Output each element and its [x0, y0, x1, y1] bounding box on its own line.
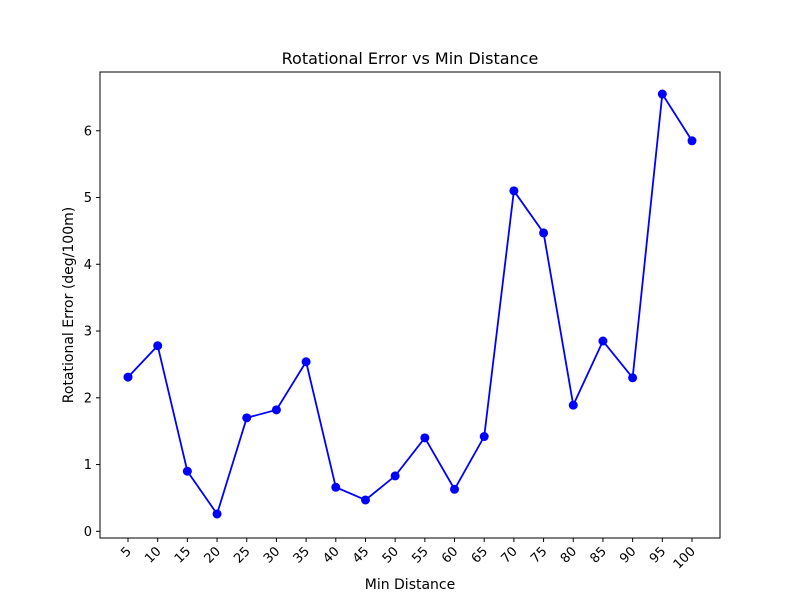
data-point	[420, 433, 430, 443]
x-tick-label: 10	[142, 544, 164, 566]
plot-area	[99, 71, 721, 539]
data-point	[450, 484, 460, 494]
x-tick-label: 15	[172, 544, 194, 566]
x-tick-label: 55	[409, 544, 431, 566]
data-point	[628, 373, 638, 383]
data-point	[301, 357, 311, 367]
data-point	[509, 186, 519, 196]
x-tick-label: 25	[231, 544, 253, 566]
series-line	[127, 91, 693, 517]
y-tick-label: 0	[84, 525, 92, 540]
y-tick-label: 2	[84, 391, 92, 406]
y-tick-label: 5	[84, 191, 92, 206]
data-point	[242, 413, 252, 423]
data-point	[479, 432, 489, 442]
y-axis: 0 1 2 3 4 5 6	[84, 124, 100, 540]
y-axis-label: Rotational Error (deg/100m)	[61, 207, 77, 403]
y-tick-label: 3	[84, 325, 92, 340]
data-point	[687, 136, 697, 146]
x-tick-label: 40	[320, 544, 342, 566]
x-tick-label: 100	[671, 544, 699, 572]
x-tick-label: 80	[558, 544, 580, 566]
data-point	[657, 89, 667, 99]
y-tick-label: 1	[84, 458, 92, 473]
data-point	[390, 471, 400, 481]
data-point	[271, 405, 281, 415]
data-point	[123, 372, 133, 382]
x-tick-label: 90	[617, 544, 639, 566]
x-tick-label: 75	[528, 544, 550, 566]
y-tick-label: 6	[84, 124, 92, 139]
x-tick-label: 95	[647, 544, 669, 566]
x-tick-label: 45	[350, 544, 372, 566]
x-tick-label: 5	[118, 544, 134, 560]
x-tick-label: 65	[469, 544, 491, 566]
chart-title: Rotational Error vs Min Distance	[282, 49, 539, 68]
x-tick-label: 30	[261, 544, 283, 566]
data-point	[331, 482, 341, 492]
x-tick-label: 20	[202, 544, 224, 566]
data-point	[568, 400, 578, 410]
data-point	[212, 509, 222, 519]
x-axis-label: Min Distance	[365, 577, 456, 593]
data-point	[360, 495, 370, 505]
series-points	[123, 89, 697, 519]
x-axis: 5 10 15 20 25 30 35 40 45 50 55 60 65 70 75 80 85 90 95 100	[118, 538, 699, 572]
x-tick-label: 50	[380, 544, 402, 566]
x-tick-label: 70	[498, 544, 520, 566]
x-tick-label: 85	[587, 544, 609, 566]
data-point	[153, 341, 163, 351]
data-point	[539, 228, 549, 238]
x-tick-label: 60	[439, 544, 461, 566]
x-tick-label: 35	[291, 544, 313, 566]
data-point	[182, 466, 192, 476]
data-point	[598, 336, 608, 346]
y-tick-label: 4	[84, 258, 92, 273]
